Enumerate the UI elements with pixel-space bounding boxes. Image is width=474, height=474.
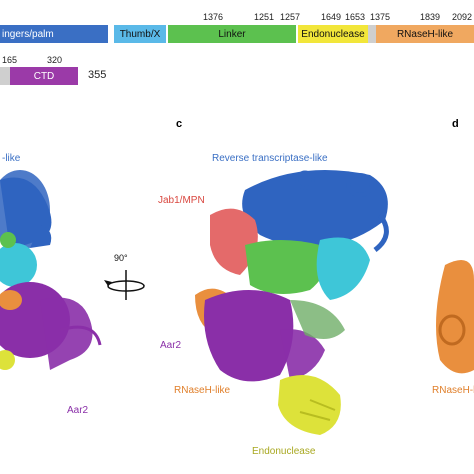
residue-number: 1257: [280, 12, 301, 22]
domain-linker: Linker: [168, 25, 296, 43]
domain-thumb: Thumb/X: [114, 25, 166, 43]
structure-center: [195, 170, 389, 435]
rotation-arrow-icon: [104, 270, 145, 300]
residue-number: 1375: [370, 12, 391, 22]
residue-number: 2092: [452, 12, 473, 22]
domain-label: ingers/palm: [2, 28, 54, 40]
label-rotation: 90°: [114, 253, 128, 263]
domain-label: Linker: [218, 28, 246, 40]
label-right-rnaseh: RNaseH-li: [432, 385, 474, 396]
panel-label-c: c: [176, 118, 183, 130]
label-left-aar2: Aar2: [67, 405, 89, 416]
residue-number: 1251: [254, 12, 275, 22]
domain-label: RNaseH-like: [396, 28, 454, 40]
domain-fingers-palm: ingers/palm: [0, 25, 108, 43]
residue-number: 1653: [345, 12, 366, 22]
domain-label: Endonuclease: [301, 28, 365, 40]
domain-gap: [368, 25, 376, 43]
label-endonuclease: Endonuclease: [252, 446, 316, 457]
label-jab1-mpn: Jab1/MPN: [158, 195, 205, 206]
structure-right: [436, 260, 474, 374]
residue-number: 320: [47, 55, 63, 65]
domain-gap: [0, 67, 10, 85]
domain-label: CTD: [33, 70, 55, 82]
residue-number: 1376: [203, 12, 224, 22]
domain-rnaseh: RNaseH-like: [376, 25, 474, 43]
label-left-like: -like: [2, 153, 21, 164]
residue-number-end: 355: [88, 69, 107, 81]
label-rt-like: Reverse transcriptase-like: [212, 153, 328, 164]
structure-left: [0, 170, 102, 370]
residue-number: 1649: [321, 12, 342, 22]
residue-number: 1839: [420, 12, 441, 22]
domain-endonuclease: Endonuclease: [298, 25, 368, 43]
domain-label: Thumb/X: [119, 28, 161, 40]
domain-ctd: CTD: [10, 67, 78, 85]
label-aar2: Aar2: [160, 340, 182, 351]
residue-number: 165: [2, 55, 18, 65]
label-rnaseh-like: RNaseH-like: [174, 385, 231, 396]
panel-label-d: d: [452, 118, 459, 130]
